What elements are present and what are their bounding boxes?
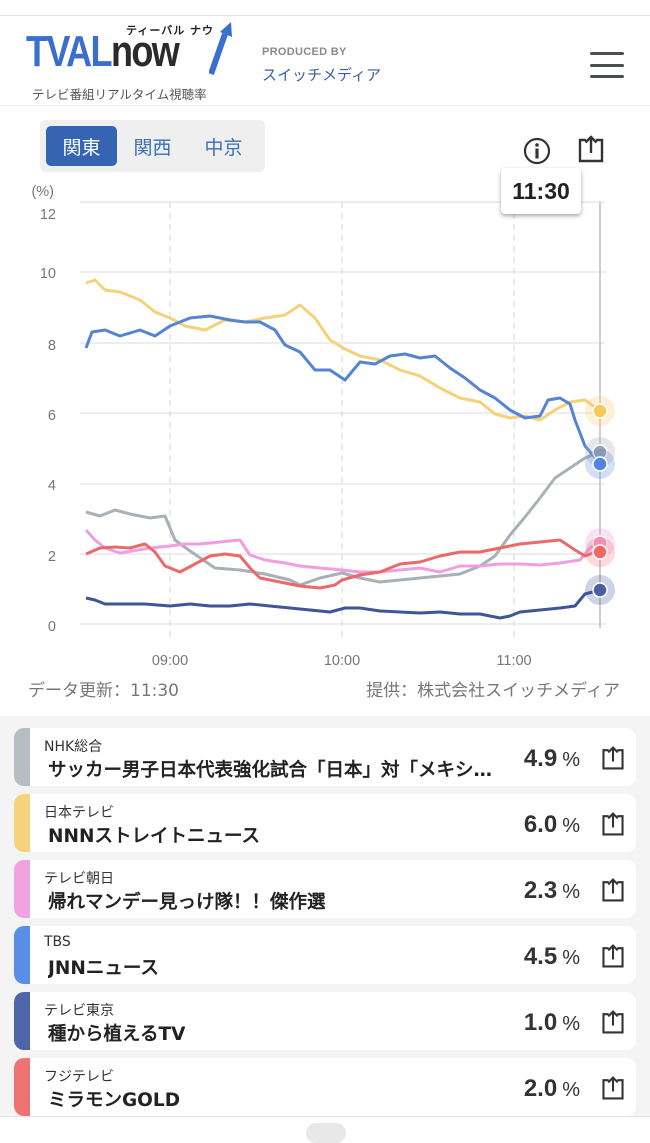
logo-kana: ティーバル ナウ (126, 24, 215, 37)
channel-name: 日本テレビ (44, 805, 114, 821)
svg-text:10: 10 (40, 266, 56, 282)
scroll-handle[interactable] (306, 1123, 346, 1143)
program-title: 種から植えるTV (48, 1024, 186, 1045)
rating-number: 4.5 (523, 943, 558, 970)
channel-name: テレビ朝日 (44, 871, 114, 887)
share-icon[interactable] (600, 1009, 626, 1035)
rating-number: 1.0 (523, 1009, 558, 1036)
line-chart[interactable]: (%) 12 10 8 6 4 2 0 09:00 10:00 11:00 (0, 106, 650, 716)
svg-text:09:00: 09:00 (152, 653, 188, 669)
series-tx (85, 588, 601, 620)
logo-subtitle: テレビ番組リアルタイム視聴率 (32, 87, 207, 102)
svg-text:8: 8 (48, 338, 56, 354)
trend-arrow-icon (209, 22, 232, 75)
series-nhk (85, 450, 601, 587)
share-icon[interactable] (600, 811, 626, 837)
share-icon[interactable] (600, 745, 626, 771)
program-title: NNNストレイトニュース (48, 826, 261, 847)
svg-text:4: 4 (48, 478, 56, 494)
series-ntv (85, 278, 601, 422)
channel-name: フジテレビ (44, 1069, 114, 1085)
channel-color-bar (14, 794, 30, 852)
share-icon[interactable] (600, 943, 626, 969)
rating-value: 6.0% (524, 811, 580, 839)
rating-value: 2.3% (524, 877, 580, 905)
svg-text:12: 12 (40, 207, 56, 223)
produced-by-label: PRODUCED BY (262, 46, 347, 58)
program-item-tx[interactable]: テレビ東京 種から植えるTV 1.0% (14, 992, 636, 1050)
data-updated-label: データ更新：11:30 (28, 681, 179, 701)
program-title: ミラモンGOLD (48, 1090, 181, 1111)
rating-value: 4.9% (524, 745, 580, 773)
channel-color-bar (14, 860, 30, 918)
tab-kanto[interactable]: 関東 (46, 126, 117, 166)
info-icon[interactable] (522, 136, 552, 166)
svg-text:10:00: 10:00 (324, 653, 360, 669)
svg-text:0: 0 (48, 619, 56, 635)
region-tabs: 関東 関西 中京 (40, 120, 265, 172)
bottom-bar (0, 1116, 650, 1143)
time-tooltip: 11:30 (501, 168, 581, 214)
rating-value: 2.0% (524, 1075, 580, 1103)
chart-footer: データ更新：11:30 提供：株式会社スイッチメディア (0, 672, 650, 702)
channel-name: TBS (44, 934, 71, 950)
producer-credit: PRODUCED BY スイッチメディア (262, 46, 381, 85)
share-icon[interactable] (600, 877, 626, 903)
program-item-ex[interactable]: テレビ朝日 帰れマンデー見っけ隊！！傑作選 2.3% (14, 860, 636, 918)
share-icon[interactable] (600, 1075, 626, 1101)
svg-text:2: 2 (48, 549, 56, 565)
logo-now: now (110, 27, 180, 76)
data-source-label: 提供：株式会社スイッチメディア (366, 681, 620, 701)
channel-color-bar (14, 1058, 30, 1116)
channel-color-bar (14, 926, 30, 984)
program-item-tbs[interactable]: TBS JNNニュース 4.5% (14, 926, 636, 984)
hamburger-icon[interactable] (590, 52, 624, 78)
share-icon[interactable] (576, 134, 606, 164)
rating-number: 6.0 (523, 811, 558, 838)
x-axis-labels: 09:00 10:00 11:00 (152, 653, 532, 669)
svg-text:6: 6 (48, 408, 56, 424)
rating-unit: % (562, 749, 580, 771)
tab-chukyo[interactable]: 中京 (204, 136, 243, 159)
svg-text:(%): (%) (31, 184, 54, 200)
channel-name: NHK総合 (44, 739, 103, 755)
top-strip (0, 0, 650, 16)
rating-unit: % (562, 1013, 580, 1035)
rating-value: 1.0% (524, 1009, 580, 1037)
series-lines (84, 278, 602, 620)
program-item-nhk[interactable]: NHK総合 サッカー男子日本代表強化試合「日本」対「メキシコ」 4.9% (14, 728, 636, 786)
series-tbs (84, 314, 602, 464)
current-value-markers (585, 396, 615, 605)
svg-text:11:00: 11:00 (496, 653, 531, 669)
rating-unit: % (562, 1079, 580, 1101)
logo-tval: TVAL (26, 27, 113, 76)
tvalnow-logo[interactable]: ティーバル ナウ TVALnow テレビ番組リアルタイム視聴率 (26, 18, 232, 102)
rating-number: 2.3 (523, 877, 558, 904)
channel-color-bar (14, 992, 30, 1050)
rating-chart-section: 関東 関西 中京 (%) 12 10 (0, 106, 650, 716)
series-ex (84, 528, 601, 574)
site-header: ティーバル ナウ TVALnow テレビ番組リアルタイム視聴率 PRODUCED… (0, 16, 650, 106)
rating-unit: % (562, 881, 580, 903)
program-item-cx[interactable]: フジテレビ ミラモンGOLD 2.0% (14, 1058, 636, 1116)
producer-name[interactable]: スイッチメディア (262, 66, 381, 84)
rating-unit: % (562, 815, 580, 837)
channel-color-bar (14, 728, 30, 786)
rating-value: 4.5% (524, 943, 580, 971)
program-title: JNNニュース (48, 958, 159, 979)
rating-number: 4.9 (523, 745, 558, 772)
series-cx (85, 538, 601, 590)
program-list: NHK総合 サッカー男子日本代表強化試合「日本」対「メキシコ」 4.9% 日本テ… (0, 716, 650, 1129)
program-title: サッカー男子日本代表強化試合「日本」対「メキシコ」 (48, 760, 502, 781)
rating-unit: % (562, 947, 580, 969)
y-axis-labels: (%) 12 10 8 6 4 2 0 (31, 184, 56, 635)
rating-number: 2.0 (523, 1075, 558, 1102)
channel-name: テレビ東京 (44, 1003, 114, 1019)
program-item-ntv[interactable]: 日本テレビ NNNストレイトニュース 6.0% (14, 794, 636, 852)
tab-kansai[interactable]: 関西 (133, 136, 172, 159)
logo-wordmark: TVALnow (26, 27, 180, 76)
program-title: 帰れマンデー見っけ隊！！傑作選 (48, 892, 326, 913)
